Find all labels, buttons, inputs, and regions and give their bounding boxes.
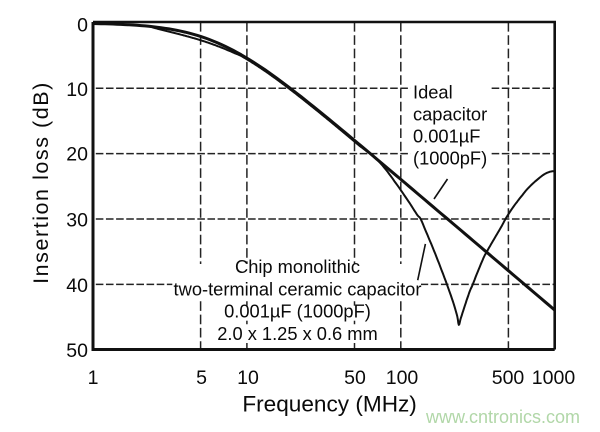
svg-text:capacitor: capacitor xyxy=(413,104,487,125)
svg-text:1000: 1000 xyxy=(532,367,576,389)
svg-text:500: 500 xyxy=(492,367,525,389)
svg-text:1: 1 xyxy=(88,367,99,389)
svg-text:Frequency (MHz): Frequency (MHz) xyxy=(242,392,417,417)
svg-text:0: 0 xyxy=(77,15,88,37)
svg-text:50: 50 xyxy=(344,367,366,389)
svg-text:0.001µF (1000pF): 0.001µF (1000pF) xyxy=(224,301,371,322)
svg-text:50: 50 xyxy=(66,340,88,362)
svg-text:30: 30 xyxy=(66,210,88,232)
svg-text:two-terminal ceramic capacitor: two-terminal ceramic capacitor xyxy=(174,278,422,299)
svg-text:40: 40 xyxy=(66,275,88,297)
svg-text:20: 20 xyxy=(66,144,88,166)
svg-text:2.0 x 1.25 x 0.6 mm: 2.0 x 1.25 x 0.6 mm xyxy=(217,323,378,344)
svg-text:Ideal: Ideal xyxy=(413,82,453,103)
svg-text:5: 5 xyxy=(196,367,207,389)
svg-text:(1000pF): (1000pF) xyxy=(413,148,487,169)
svg-text:10: 10 xyxy=(237,367,259,389)
svg-text:100: 100 xyxy=(386,367,419,389)
svg-text:0.001µF: 0.001µF xyxy=(413,126,480,147)
svg-text:www.cntronics.com: www.cntronics.com xyxy=(425,407,580,427)
svg-text:10: 10 xyxy=(66,79,88,101)
svg-text:Chip monolithic: Chip monolithic xyxy=(235,256,360,277)
svg-text:Insertion loss (dB): Insertion loss (dB) xyxy=(29,81,53,284)
